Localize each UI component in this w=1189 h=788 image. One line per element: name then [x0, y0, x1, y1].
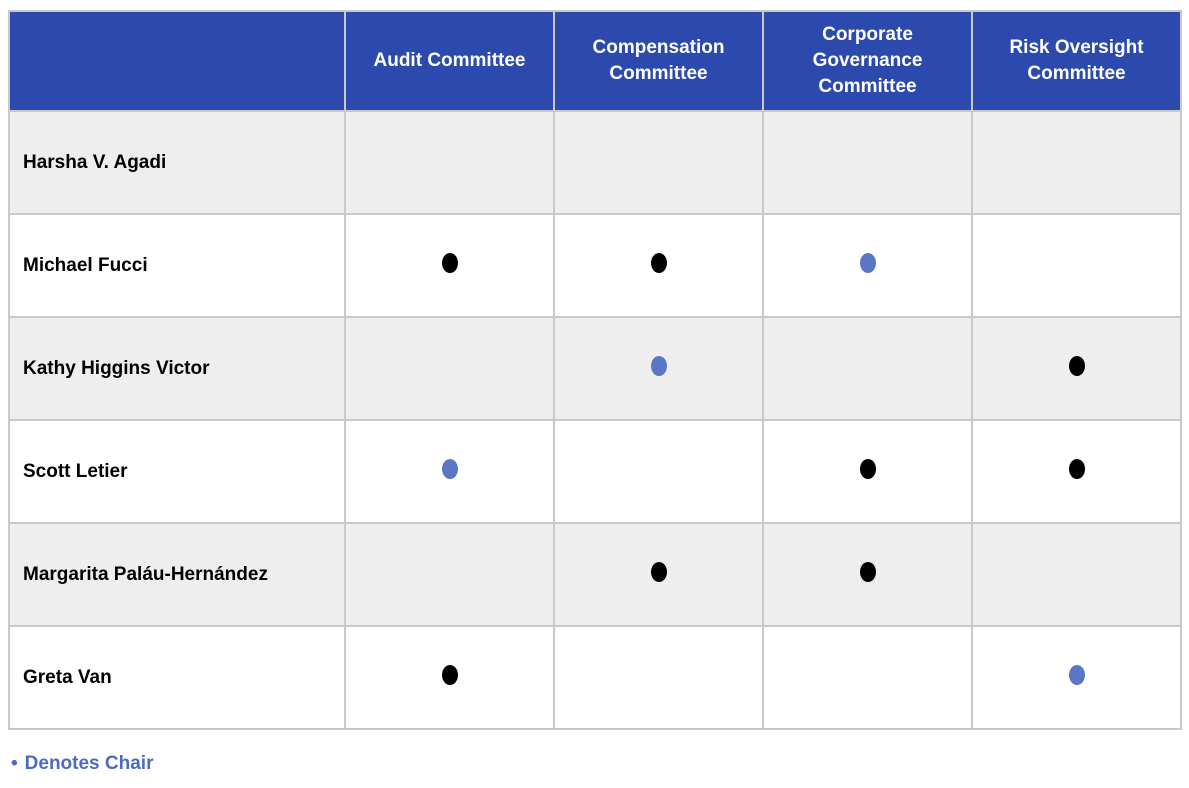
table-row: Scott Letier — [8, 419, 1182, 524]
membership-cell — [344, 316, 555, 421]
membership-cell — [762, 316, 973, 421]
membership-cell — [971, 522, 1182, 627]
membership-cell — [971, 213, 1182, 318]
membership-cell — [344, 419, 555, 524]
membership-cell — [762, 625, 973, 730]
director-name: Michael Fucci — [8, 213, 346, 318]
director-name: Harsha V. Agadi — [8, 110, 346, 215]
column-header-corporate-governance: Corporate Governance Committee — [762, 10, 973, 112]
table-row: Harsha V. Agadi — [8, 110, 1182, 215]
membership-dot — [441, 665, 458, 685]
column-header-label: Compensation Committee — [592, 36, 725, 84]
table-row: Michael Fucci — [8, 213, 1182, 318]
membership-dot — [441, 459, 458, 479]
column-header-label: Corporate Governance Committee — [812, 23, 923, 98]
membership-cell — [553, 316, 764, 421]
membership-dot — [650, 356, 667, 376]
director-name: Scott Letier — [8, 419, 346, 524]
membership-cell — [553, 110, 764, 215]
director-name: Margarita Paláu-Hernández — [8, 522, 346, 627]
membership-cell — [553, 625, 764, 730]
membership-cell — [762, 522, 973, 627]
membership-cell — [344, 522, 555, 627]
membership-cell — [344, 625, 555, 730]
membership-dot — [1068, 665, 1085, 685]
membership-cell — [971, 316, 1182, 421]
membership-dot — [859, 253, 876, 273]
column-header-label: Audit Committee — [373, 49, 526, 71]
column-header-risk-oversight: Risk Oversight Committee — [971, 10, 1182, 112]
membership-cell — [971, 110, 1182, 215]
column-header-audit: Audit Committee — [344, 10, 555, 112]
membership-dot — [650, 253, 667, 273]
membership-cell — [344, 110, 555, 215]
membership-dot — [1068, 459, 1085, 479]
membership-cell — [971, 419, 1182, 524]
membership-cell — [762, 213, 973, 318]
membership-dot — [441, 253, 458, 273]
table-body: Harsha V. Agadi Michael Fucci Kathy Higg… — [8, 110, 1182, 730]
director-name: Greta Van — [8, 625, 346, 730]
table-row: Greta Van — [8, 625, 1182, 730]
membership-cell — [344, 213, 555, 318]
chair-legend-label: Denotes Chair — [24, 753, 154, 774]
table-header: Audit Committee Compensation Committee C… — [8, 10, 1182, 112]
membership-dot — [859, 459, 876, 479]
membership-dot — [859, 562, 876, 582]
chair-bullet-icon: • — [11, 753, 18, 774]
committee-membership-table: Audit Committee Compensation Committee C… — [8, 10, 1182, 730]
membership-cell — [553, 522, 764, 627]
director-name: Kathy Higgins Victor — [8, 316, 346, 421]
membership-cell — [762, 110, 973, 215]
column-header-compensation: Compensation Committee — [553, 10, 764, 112]
membership-cell — [971, 625, 1182, 730]
chair-legend: • Denotes Chair — [8, 753, 1180, 775]
membership-dot — [1068, 356, 1085, 376]
header-row: Audit Committee Compensation Committee C… — [8, 10, 1182, 112]
membership-cell — [762, 419, 973, 524]
membership-dot — [650, 562, 667, 582]
table-row: Kathy Higgins Victor — [8, 316, 1182, 421]
column-header-label: Risk Oversight Committee — [1009, 36, 1144, 84]
table-row: Margarita Paláu-Hernández — [8, 522, 1182, 627]
membership-cell — [553, 419, 764, 524]
member-name-column-header — [8, 10, 346, 112]
membership-cell — [553, 213, 764, 318]
